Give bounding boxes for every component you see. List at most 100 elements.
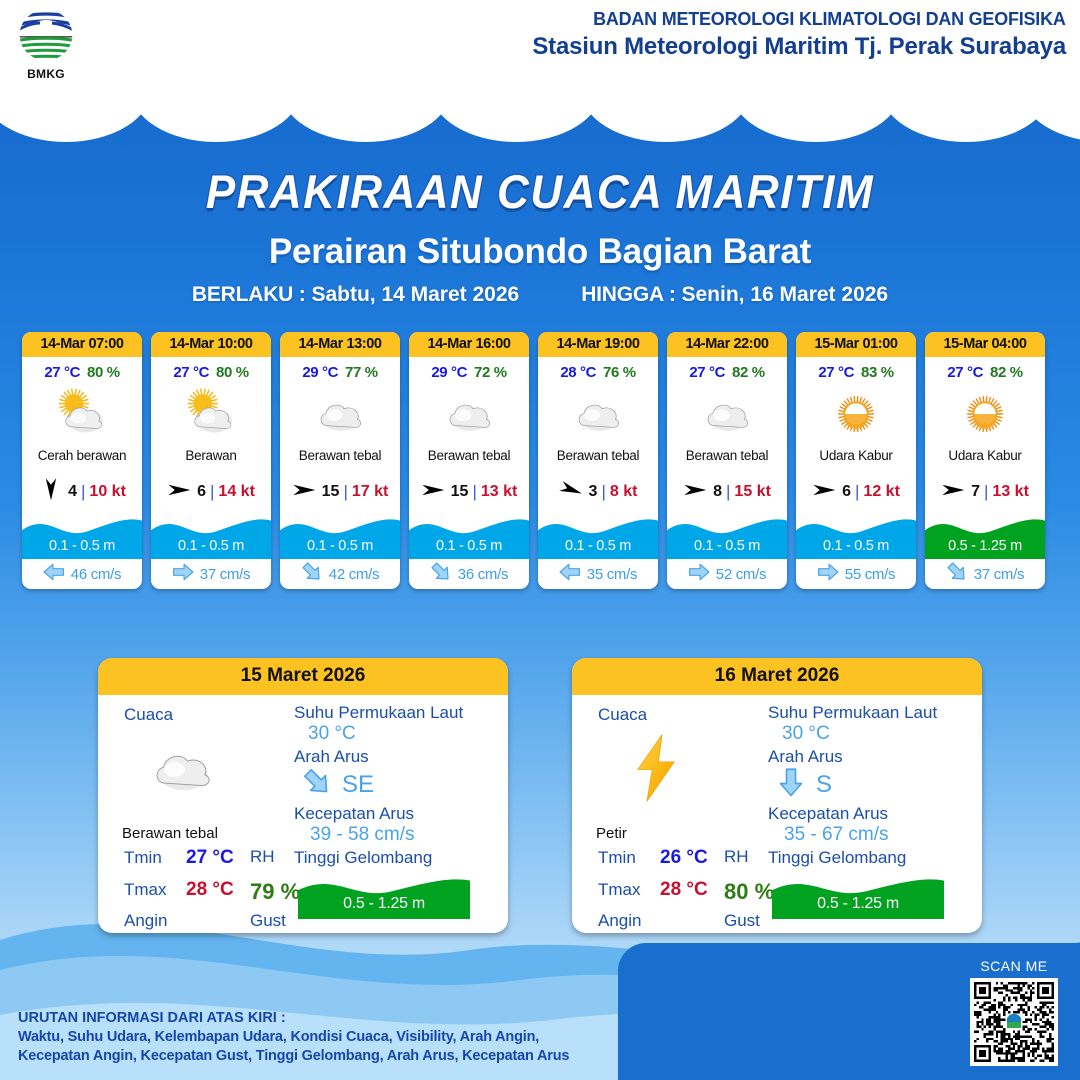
wind-separator: | [81,482,86,501]
wind-direction-icon [292,482,318,503]
card-humidity: 82 % [990,364,1023,381]
card-humidity: 80 % [216,364,249,381]
card-temp-humidity: 27 °C 83 % [796,357,916,381]
card-visibility: 8 [713,483,722,500]
card-current-speed: 46 cm/s [70,565,122,583]
hourly-forecast-card: 14-Mar 22:00 27 °C 82 % Berawan tebal 8 … [667,332,787,589]
card-current-speed: 55 cm/s [844,565,896,583]
org-line-2: Stasiun Meteorologi Maritim Tj. Perak Su… [532,33,1066,60]
card-current: 36 cm/s [409,559,529,589]
daily-sst-value: 30 °C [308,723,356,744]
scan-me-block: SCAN ME [964,958,1064,1066]
card-wave: 0.1 - 0.5 m [538,511,658,559]
card-humidity: 72 % [474,364,507,381]
card-visibility: 15 [450,483,469,500]
card-visibility: 3 [588,483,598,500]
qr-code-icon[interactable] [970,978,1058,1066]
card-humidity: 83 % [861,364,894,381]
card-temp-humidity: 27 °C 82 % [925,357,1045,381]
card-temperature: 27 °C [947,364,984,381]
org-line-1: BADAN METEOROLOGI KLIMATOLOGI DAN GEOFIS… [593,8,1066,29]
valid-to: HINGGA : Senin, 16 Maret 2026 [581,283,888,307]
wind-direction-icon [421,482,447,503]
wind-direction-icon [167,482,193,503]
daily-sst-label: Suhu Permukaan Laut [768,703,938,722]
daily-kecepatan-arus-label: Kecepatan Arus [768,804,889,823]
daily-forecast-panel: 15 Maret 2026 Cuaca Berawan tebal Tmin 2… [98,658,508,933]
card-temperature: 27 °C [173,364,210,381]
current-direction-icon [688,561,710,587]
daily-temp-wind-grid: Tmin 26 °C Tmax 28 °C Angin 3 - 6 kt [598,847,708,933]
wind-separator: | [343,482,348,501]
sun-behind-cloud-icon [22,383,142,445]
card-wave: 0.1 - 0.5 m [151,511,271,559]
valid-from-label: BERLAKU : [191,283,306,306]
card-temperature: 27 °C [689,364,726,381]
card-current: 46 cm/s [22,559,142,589]
card-wind-speed: 14 kt [218,483,255,500]
card-visibility: 15 [321,483,340,500]
card-condition: Udara Kabur [948,448,1022,463]
wind-separator: | [726,482,731,501]
wind-direction-icon [558,480,585,503]
daily-gelombang-label: Tinggi Gelombang [768,848,907,867]
card-temperature: 28 °C [560,364,597,381]
current-direction-icon [301,561,323,587]
wind-direction-icon [941,482,967,503]
card-humidity: 80 % [87,364,120,381]
lightning-icon [610,733,702,803]
card-temp-humidity: 28 °C 76 % [538,357,658,381]
card-visibility: 6 [842,483,851,500]
hourly-forecast-row: 14-Mar 07:00 27 °C 80 % Cerah berawan 4 … [22,332,1060,589]
card-wave: 0.1 - 0.5 m [409,511,529,559]
daily-sea-column: Suhu Permukaan Laut 30 °C Arah Arus S Ke… [768,701,978,919]
daily-rh-gust-col: RH 80 % Gust 15 kt [724,847,774,933]
daily-arah-arus-row: SE [294,767,504,802]
card-current: 37 cm/s [151,559,271,589]
card-current: 52 cm/s [667,559,787,589]
card-condition: Berawan [185,448,237,463]
card-wave-height: 0.1 - 0.5 m [48,538,115,554]
card-temperature: 29 °C [302,364,339,381]
card-humidity: 82 % [732,364,765,381]
daily-tmin-value: 26 °C [660,847,708,868]
card-wave: 0.1 - 0.5 m [796,511,916,559]
card-visibility: 6 [197,483,206,500]
current-direction-icon [817,561,839,587]
card-temp-humidity: 29 °C 77 % [280,357,400,381]
daily-body: Cuaca Petir Tmin 26 °C Tmax 28 °C Angin … [572,695,982,933]
card-temperature: 29 °C [431,364,468,381]
cloud-icon [538,383,658,445]
card-time: 14-Mar 10:00 [151,332,271,357]
cloud-icon [667,383,787,445]
daily-rh-gust-col: RH 79 % Gust 16 kt [250,847,300,933]
card-condition: Berawan tebal [556,448,640,463]
wind-separator: | [210,482,215,501]
card-wind: 6 | 14 kt [151,475,271,509]
daily-gelombang-wave: 0.5 - 1.25 m [298,871,470,919]
card-current-speed: 35 cm/s [586,565,638,583]
daily-kecepatan-arus-value: 35 - 67 cm/s [784,824,889,845]
hourly-forecast-card: 14-Mar 07:00 27 °C 80 % Cerah berawan 4 … [22,332,142,589]
card-condition: Berawan tebal [298,448,382,463]
daily-cuaca-label: Cuaca [124,705,174,724]
daily-tmax-label: Tmax [124,880,167,899]
card-wind: 3 | 8 kt [538,475,658,509]
daily-kecepatan-arus-value: 39 - 58 cm/s [310,824,415,845]
daily-sst-label: Suhu Permukaan Laut [294,703,464,722]
card-condition: Cerah berawan [37,448,127,463]
daily-angin-label: Angin [124,911,168,930]
card-wave-height: 0.1 - 0.5 m [306,538,373,554]
current-direction-icon [946,561,968,587]
current-direction-icon [776,767,806,802]
card-wind-speed: 12 kt [863,483,900,500]
daily-tmax-row: Tmax 28 °C [124,879,234,911]
daily-gust-label: Gust [250,911,286,930]
legend-text: URUTAN INFORMASI DARI ATAS KIRI : Waktu,… [18,1009,569,1066]
wind-separator: | [984,482,989,501]
daily-gelombang-value: 0.5 - 1.25 m [817,895,899,912]
card-wind: 15 | 13 kt [409,475,529,509]
daily-date-header: 15 Maret 2026 [98,658,508,695]
legend-line-1: Waktu, Suhu Udara, Kelembapan Udara, Kon… [18,1029,540,1045]
